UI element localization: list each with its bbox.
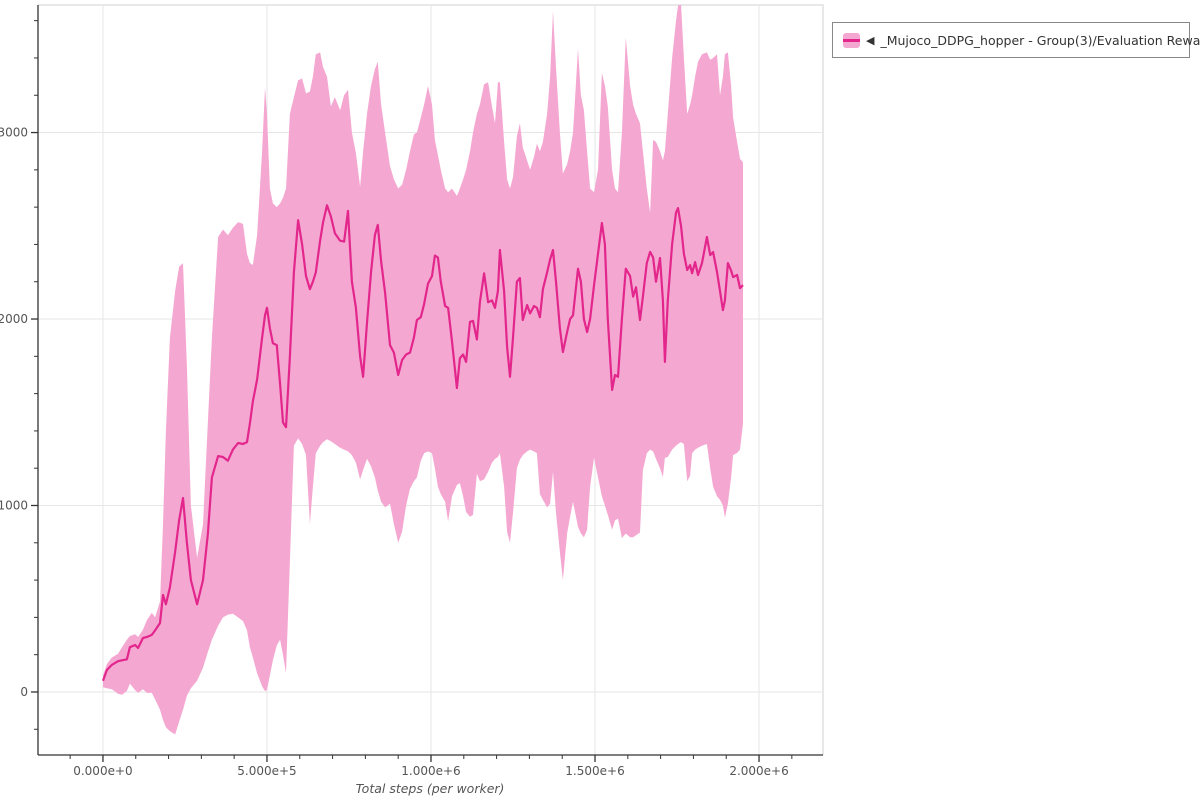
- tick-marks: [31, 20, 793, 762]
- svg-text:5.000e+5: 5.000e+5: [237, 764, 296, 778]
- svg-text:2000: 2000: [0, 312, 28, 326]
- svg-text:1000: 1000: [0, 498, 28, 512]
- legend-box: ◀ _Mujoco_DDPG_hopper - Group(3)/Evaluat…: [832, 22, 1200, 58]
- svg-text:1.500e+6: 1.500e+6: [565, 764, 624, 778]
- confidence-band: [103, 5, 743, 735]
- svg-text:0.000e+0: 0.000e+0: [73, 764, 132, 778]
- svg-text:0: 0: [20, 685, 28, 699]
- legend-item-evaluation-reward[interactable]: ◀ _Mujoco_DDPG_hopper - Group(3)/Evaluat…: [833, 32, 1200, 48]
- svg-text:2.000e+6: 2.000e+6: [729, 764, 788, 778]
- svg-text:3000: 3000: [0, 126, 28, 140]
- svg-text:1.000e+6: 1.000e+6: [401, 764, 460, 778]
- legend-series-label: _Mujoco_DDPG_hopper - Group(3)/Evaluatio…: [880, 32, 1200, 48]
- mean-line: [101, 204, 744, 682]
- collapse-arrow-icon[interactable]: ◀: [866, 33, 875, 47]
- x-axis-title: Total steps (per worker): [356, 781, 505, 796]
- series-swatch-icon: [843, 32, 860, 48]
- y-tick-labels: 0 1000 2000 3000: [0, 126, 28, 699]
- x-tick-labels: 0.000e+0 5.000e+5 1.000e+6 1.500e+6 2.000e+6: [73, 764, 789, 778]
